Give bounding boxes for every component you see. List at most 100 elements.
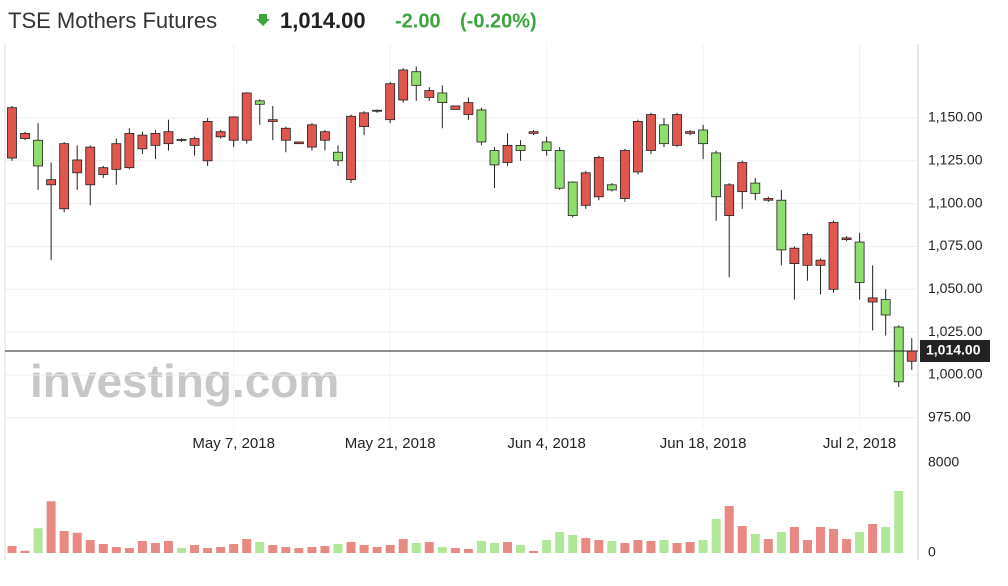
volume-bar [646, 540, 656, 553]
candle-body [906, 350, 917, 362]
candle-body [111, 143, 122, 170]
volume-bar [20, 550, 30, 553]
candle-body [98, 167, 109, 175]
candle-body [867, 297, 878, 303]
y-tick-label: 1,075.00 [928, 237, 983, 253]
change-pct: (-0.20%) [460, 10, 537, 32]
volume-bar [516, 545, 526, 553]
candle-body [228, 116, 239, 141]
candle-body [554, 150, 565, 189]
candle-body [854, 241, 865, 283]
candle-body [659, 124, 669, 145]
candle-body [606, 184, 617, 191]
volume-bar [424, 541, 434, 553]
candle-body [698, 129, 709, 145]
volume-bar [320, 546, 330, 553]
volume-bar [789, 527, 799, 553]
volume-bar [59, 531, 69, 553]
volume-bar [763, 539, 773, 553]
volume-bar [372, 547, 382, 553]
candle-body [450, 105, 461, 110]
change: -2.00 [395, 10, 441, 32]
volume-bar [294, 548, 304, 553]
y-tick-label: 1,025.00 [928, 323, 983, 339]
candle-body [20, 132, 30, 139]
candle-body [828, 222, 839, 290]
candle-body [815, 259, 826, 266]
candle-body [880, 299, 891, 316]
candle-body [176, 138, 187, 141]
volume-bar [829, 529, 839, 553]
candle-body [750, 182, 761, 194]
volume-bar [177, 548, 187, 553]
x-tick-label: Jul 2, 2018 [823, 435, 896, 452]
volume-bar [855, 531, 865, 553]
volume-bar [881, 527, 891, 553]
candle-body [437, 92, 448, 103]
candle-body [685, 131, 695, 134]
volume-bar [672, 542, 682, 553]
volume-tick-label: 8000 [928, 454, 959, 470]
candle-body [489, 150, 500, 166]
candle-body [241, 92, 252, 141]
candle-body [411, 71, 422, 86]
candle-body [541, 141, 552, 151]
candle-body [372, 109, 383, 112]
candle-body [893, 326, 904, 383]
x-tick-label: Jun 18, 2018 [660, 435, 747, 452]
volume-bar [268, 545, 278, 553]
y-tick-label: 975.00 [928, 409, 971, 425]
candle-body [280, 127, 291, 141]
volume-bar [150, 542, 160, 553]
volume-bar [633, 540, 643, 553]
volume-bar [503, 541, 513, 553]
volume-bar [229, 544, 239, 553]
volume-bar [203, 548, 213, 553]
candle-body [85, 146, 96, 186]
y-tick-label: 1,050.00 [928, 280, 983, 296]
candle-body [293, 141, 304, 145]
candle-body [424, 90, 435, 98]
candle-body [841, 237, 852, 241]
y-tick-label: 1,000.00 [928, 366, 983, 382]
candle-body [7, 107, 17, 159]
volume-bar [307, 547, 317, 553]
volume-bar [529, 550, 539, 553]
candle-body [633, 121, 643, 173]
volume-bar [111, 547, 121, 553]
candle-body [476, 109, 487, 143]
volume-bar [724, 505, 734, 553]
volume-bar [594, 540, 604, 553]
volume-bar [255, 541, 265, 553]
volume-bar [894, 491, 904, 553]
candle-body [711, 152, 722, 198]
y-tick-label: 1,100.00 [928, 194, 983, 210]
volume-bar [607, 540, 617, 553]
last-price-box [920, 339, 990, 362]
volume-bar [815, 527, 825, 553]
candle-body [150, 132, 161, 146]
volume-bar [163, 540, 173, 553]
volume-bar [659, 540, 669, 553]
candle-body [398, 69, 409, 101]
candle-body [137, 134, 148, 150]
candle-body [163, 131, 174, 145]
volume-bar [581, 538, 591, 553]
candle-body [189, 138, 200, 146]
x-tick-label: Jun 4, 2018 [507, 435, 585, 452]
volume-bar [333, 544, 343, 553]
volume-bar [802, 540, 812, 553]
candle-body [515, 144, 526, 151]
volume-bar [711, 519, 721, 553]
candle-body [802, 234, 813, 266]
candle-body [619, 150, 630, 199]
x-tick-label: May 21, 2018 [345, 435, 436, 452]
candle-body [46, 179, 57, 186]
candle-body [267, 119, 278, 122]
volume-bar [698, 540, 708, 553]
volume-bar [750, 533, 760, 553]
volume-bar [346, 541, 356, 553]
watermark: investing.com [30, 355, 339, 407]
y-tick-label: 1,150.00 [928, 109, 983, 125]
